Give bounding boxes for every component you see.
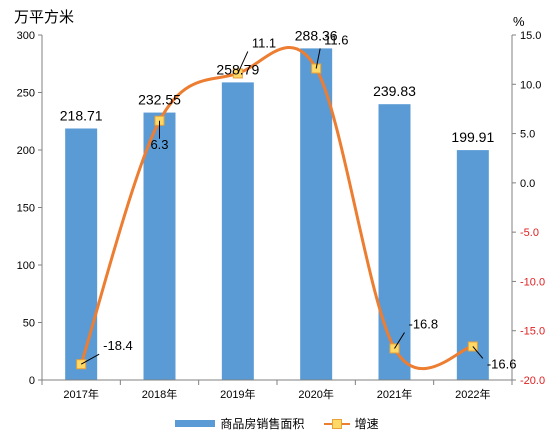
bar-value-label: 218.71: [60, 107, 103, 123]
left-axis-tick-label: 300: [17, 30, 35, 42]
growth-label-leader: [472, 346, 484, 359]
bar-series-area: [65, 48, 489, 381]
bar: [378, 104, 411, 381]
data-labels: 218.71 232.55 258.79 288.36 239.83 199.91 -18.…: [60, 27, 517, 371]
right-axis-tick-label: 15.0: [520, 30, 541, 42]
bar: [221, 82, 254, 380]
left-axis-tick-label: 0: [29, 375, 35, 387]
right-axis-tick-label: 0.0: [520, 178, 535, 190]
growth-value-label: -16.8: [409, 316, 439, 331]
bar-value-label: 258.79: [216, 61, 259, 77]
x-axis-tick-label: 2022年: [455, 387, 490, 401]
x-axis-tick-label: 2018年: [142, 387, 177, 401]
left-axis-tick-label: 250: [17, 88, 35, 100]
left-axis-tick-label: 200: [17, 145, 35, 157]
left-axis-tick-label: 100: [17, 260, 35, 272]
right-axis-tick-label: -15.0: [520, 326, 545, 338]
growth-value-label: -18.4: [103, 338, 133, 353]
growth-value-label: -16.6: [487, 356, 517, 371]
bar: [65, 128, 98, 380]
right-axis-tick-label: 5.0: [520, 129, 535, 141]
bar-value-label: 288.36: [295, 27, 338, 43]
growth-label-leader: [315, 48, 321, 69]
growth-value-label: 11.6: [324, 33, 348, 48]
x-axis-tick-label: 2019年: [220, 387, 255, 401]
left-axis-unit-label: 万平方米: [14, 9, 75, 26]
bar-value-label: 232.55: [138, 92, 181, 108]
right-axis-tick-label: -10.0: [520, 276, 545, 288]
growth-value-label: 6.3: [150, 137, 168, 152]
right-axis-unit-label: %: [513, 14, 525, 29]
right-axis-tick-label: -20.0: [520, 375, 545, 387]
growth-value-label: 11.1: [252, 35, 276, 50]
legend-item-sales-area: 商品房销售面积: [175, 415, 304, 432]
bar-value-label: 199.91: [451, 129, 494, 145]
legend-label-growth: 增速: [354, 417, 379, 431]
legend-bar-swatch-icon: [175, 420, 216, 427]
left-axis-tick-label: 50: [23, 318, 35, 330]
right-axis-tick-label: -5.0: [520, 227, 539, 239]
legend-line-marker-icon: [323, 418, 350, 429]
legend-item-growth: 增速: [323, 415, 379, 432]
axes: 0 50 100 150 200 250 300 15.0 10.0 5.0 0.0 -5.0 -10.…: [17, 30, 545, 401]
x-axis-tick-label: 2021年: [377, 387, 412, 401]
growth-label-leader: [80, 353, 100, 365]
right-axis-tick-label: 10.0: [520, 79, 541, 91]
growth-label-leader: [237, 51, 249, 74]
legend: 商品房销售面积 增速: [0, 415, 554, 432]
x-axis-tick-label: 2020年: [298, 387, 333, 401]
left-axis-tick-label: 150: [17, 203, 35, 215]
legend-label-sales-area: 商品房销售面积: [220, 417, 305, 431]
bar-value-label: 239.83: [373, 83, 416, 99]
x-axis-tick-label: 2017年: [63, 387, 98, 401]
bar: [300, 48, 333, 381]
growth-label-leader: [394, 332, 405, 349]
bar: [143, 112, 176, 380]
